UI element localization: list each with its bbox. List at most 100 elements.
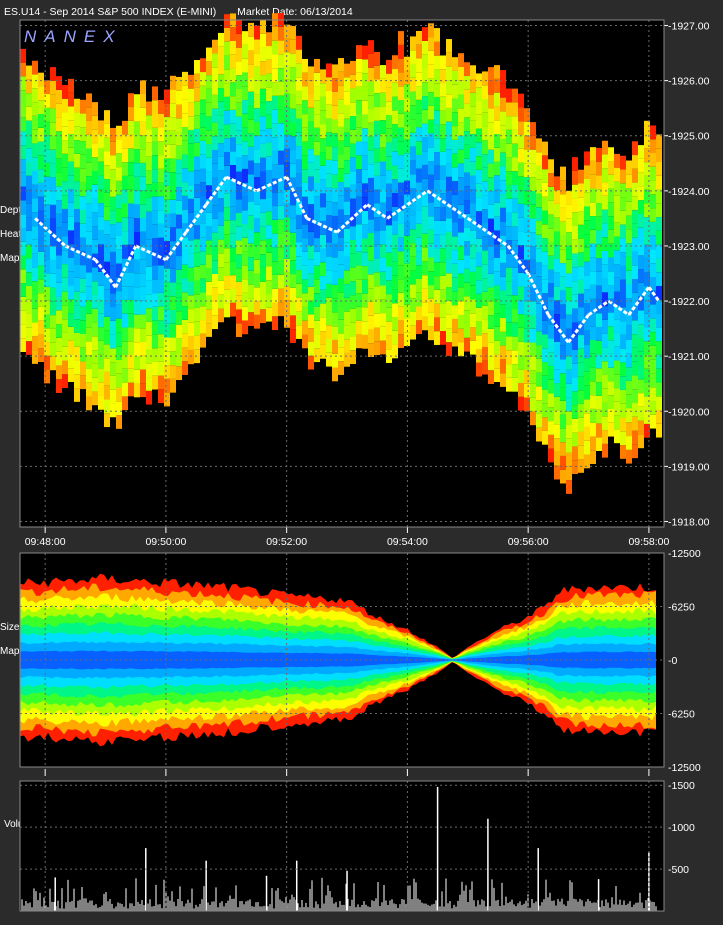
heat-cell [212,246,218,261]
heat-cell [248,257,254,271]
heat-cell [302,72,308,87]
heat-cell [110,210,116,225]
heat-cell [512,364,518,378]
heat-cell [368,109,374,123]
heat-cell [440,69,446,84]
heat-cell [146,308,152,322]
heat-cell [260,281,266,296]
heat-cell [374,258,380,273]
heat-cell [176,242,182,257]
heat-cell [26,106,32,121]
heat-cell [650,345,656,360]
heat-cell [332,229,338,244]
heat-cell [482,209,488,223]
heat-cell [488,232,494,247]
heat-cell [404,56,410,71]
heat-cell [182,278,188,293]
heat-cell [242,210,248,225]
heat-cell [452,236,458,251]
heat-cell [512,198,518,213]
heat-cell [200,154,206,169]
heat-cell [398,44,404,59]
heat-cell [356,334,362,349]
heat-cell [542,238,548,252]
heat-cell [596,313,602,327]
heat-cell [656,203,662,218]
heat-cell [524,149,530,164]
heat-cell [272,288,278,303]
heat-cell [416,86,422,100]
heat-cell [506,184,512,199]
heat-cell [374,107,380,121]
heat-cell [272,137,278,151]
heat-cell [518,300,524,315]
heat-cell [464,337,470,352]
heat-cell [590,367,596,382]
heat-cell [578,431,584,446]
heat-cell [362,224,368,239]
heat-cell [338,278,344,293]
heat-cell [602,195,608,210]
heat-cell [32,102,38,116]
heat-cell [494,244,500,258]
heat-cell [494,65,500,79]
heat-cell [32,198,38,213]
heat-cell [266,59,272,74]
heat-cell [20,255,26,270]
heat-cell [86,341,92,356]
heat-cell [146,390,152,405]
heat-cell [386,307,392,322]
heat-cell [326,325,332,340]
heat-cell [530,177,536,191]
heat-cell [140,176,146,191]
heat-cell [374,203,380,218]
heat-cell [386,142,392,157]
heat-cell [620,417,626,432]
heat-cell [116,304,122,319]
heat-cell [614,195,620,209]
heat-cell [638,269,644,283]
heat-cell [500,262,506,277]
heat-cell [236,61,242,76]
heat-cell [62,332,68,347]
heat-cell [134,232,140,246]
heat-cell [530,370,536,384]
heat-cell [56,89,62,104]
heat-cell [68,271,74,286]
heat-cell [548,228,554,242]
heat-cell [152,293,158,307]
heat-cell [404,180,410,195]
heat-cell [614,388,620,402]
heat-cell [482,278,488,292]
heat-cell [92,391,98,406]
heat-cell [428,298,434,313]
heat-cell [62,167,68,182]
panel-frame [19,19,665,528]
heat-cell [188,88,194,103]
heat-cell [248,22,254,37]
heat-cell [506,322,512,337]
heat-cell [410,298,416,312]
heat-cell [200,58,206,73]
heat-cell [152,86,158,101]
heat-cell [218,212,224,226]
heat-cell [62,195,68,209]
heat-cell [656,189,662,204]
heat-cell [200,209,206,224]
heat-cell [362,183,368,198]
heat-cell [50,177,56,192]
heat-cell [524,356,530,371]
heat-cell [656,368,662,383]
heat-cell [146,280,152,295]
heat-cell [122,382,128,397]
heat-cell [314,72,320,87]
heat-cell [122,231,128,245]
heat-cell [494,78,500,93]
heat-cell [248,188,254,202]
heat-cell [296,77,302,91]
heat-cell [50,218,56,233]
heat-cell [338,209,344,224]
heat-cell [440,55,446,70]
heat-cell [194,60,200,74]
heat-cell [566,245,572,260]
